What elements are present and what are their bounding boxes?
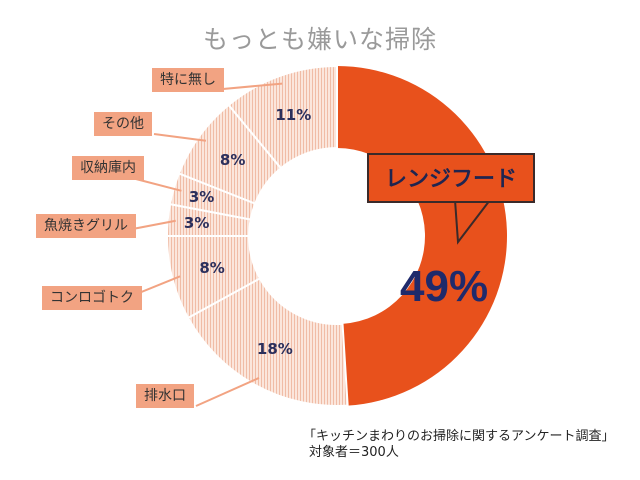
category-label: 排水口 (136, 384, 194, 408)
leader-line (131, 177, 182, 192)
slice-1 (186, 277, 349, 407)
category-label: 魚焼きグリル (36, 214, 136, 238)
value-label: 3% (188, 187, 215, 206)
category-label: コンロゴトク (42, 286, 142, 310)
chart-title: もっとも嫌いな掃除 (202, 25, 437, 54)
footnote-survey: 「キッチンまわりのお掃除に関するアンケート調査」 (303, 429, 615, 444)
value-label: 18% (256, 340, 293, 359)
leader-line (195, 377, 260, 407)
value-label: 11% (275, 105, 312, 124)
callout-label-range-hood: レンジフード (367, 153, 535, 203)
value-label: 3% (183, 213, 210, 232)
value-label: 8% (219, 151, 246, 170)
footnote-respondents: 対象者＝300人 (309, 445, 399, 460)
value-label: 8% (199, 259, 225, 278)
category-label: 特に無し (152, 68, 224, 92)
leader-line (153, 133, 207, 142)
value-label-range-hood: 49% (400, 262, 489, 311)
category-label: 収納庫内 (72, 156, 144, 180)
slice-0 (337, 66, 508, 406)
footnote: 「キッチンまわりのお掃除に関するアンケート調査」 対象者＝300人 (303, 429, 614, 461)
category-label: その他 (94, 112, 152, 136)
